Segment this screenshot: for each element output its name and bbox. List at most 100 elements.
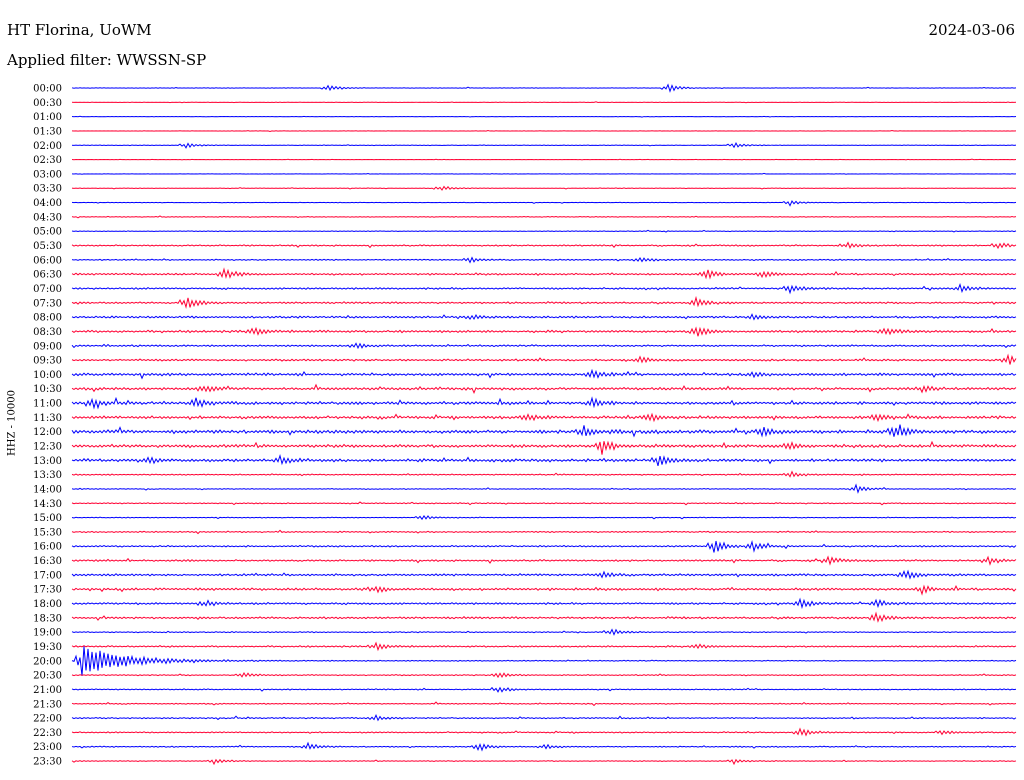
row-time-label: 00:00 bbox=[33, 84, 62, 95]
row-time-label: 05:30 bbox=[33, 241, 62, 252]
row-time-label: 17:00 bbox=[33, 570, 62, 581]
trace-line bbox=[71, 295, 1017, 310]
row-time-label: 23:00 bbox=[33, 742, 62, 753]
trace-line bbox=[71, 701, 1017, 707]
trace-line bbox=[71, 229, 1017, 233]
row-time-label: 22:30 bbox=[33, 728, 62, 739]
trace-line bbox=[71, 646, 1017, 676]
row-time-label: 13:00 bbox=[33, 456, 62, 467]
trace-line bbox=[71, 555, 1017, 566]
row-time-label: 06:00 bbox=[33, 255, 62, 266]
trace-line bbox=[71, 628, 1017, 636]
trace-line bbox=[71, 440, 1017, 455]
row-time-label: 17:30 bbox=[33, 585, 62, 596]
row-time-label: 01:30 bbox=[33, 126, 62, 137]
trace-line bbox=[71, 597, 1017, 610]
row-time-label: 21:00 bbox=[33, 685, 62, 696]
row-time-label: 01:00 bbox=[33, 112, 62, 123]
row-time-label: 19:00 bbox=[33, 628, 62, 639]
row-time-label: 16:30 bbox=[33, 556, 62, 567]
trace-line bbox=[71, 641, 1017, 652]
row-time-label: 04:00 bbox=[33, 198, 62, 209]
row-time-label: 06:30 bbox=[33, 270, 62, 281]
row-time-label: 20:30 bbox=[33, 671, 62, 682]
row-time-label: 15:30 bbox=[33, 527, 62, 538]
trace-line bbox=[71, 483, 1017, 494]
trace-line bbox=[71, 326, 1017, 337]
row-time-label: 10:30 bbox=[33, 384, 62, 395]
trace-line bbox=[71, 185, 1017, 191]
row-time-label: 12:00 bbox=[33, 427, 62, 438]
trace-line bbox=[71, 83, 1017, 93]
row-time-label: 14:30 bbox=[33, 499, 62, 510]
trace-line bbox=[71, 727, 1017, 737]
row-time-label: 07:30 bbox=[33, 298, 62, 309]
row-time-label: 00:30 bbox=[33, 98, 62, 109]
trace-line bbox=[71, 412, 1017, 423]
trace-line bbox=[71, 424, 1017, 438]
row-time-label: 09:30 bbox=[33, 356, 62, 367]
trace-line bbox=[71, 283, 1017, 295]
trace-line bbox=[71, 741, 1017, 752]
trace-line bbox=[71, 611, 1017, 623]
row-time-label: 20:00 bbox=[33, 656, 62, 667]
row-time-label: 12:30 bbox=[33, 442, 62, 453]
trace-line bbox=[71, 313, 1017, 321]
trace-line bbox=[71, 215, 1017, 219]
trace-line bbox=[71, 686, 1017, 693]
station-title: HT Florina, UoWM bbox=[7, 21, 152, 39]
trace-line bbox=[71, 539, 1017, 553]
trace-line bbox=[71, 241, 1017, 250]
filter-label: Applied filter: WWSSN-SP bbox=[7, 51, 207, 69]
trace-line bbox=[71, 353, 1017, 365]
trace-line bbox=[71, 142, 1017, 149]
trace-line bbox=[71, 129, 1017, 133]
trace-line bbox=[71, 671, 1017, 679]
trace-line bbox=[71, 200, 1017, 207]
trace-line bbox=[71, 514, 1017, 521]
row-time-label: 10:00 bbox=[33, 370, 62, 381]
row-time-label: 13:30 bbox=[33, 470, 62, 481]
trace-line bbox=[71, 569, 1017, 580]
row-time-label: 22:00 bbox=[33, 714, 62, 725]
trace-line bbox=[71, 172, 1017, 175]
row-time-label: 04:30 bbox=[33, 212, 62, 223]
row-time-label: 02:00 bbox=[33, 141, 62, 152]
trace-line bbox=[71, 470, 1017, 478]
row-time-label: 18:30 bbox=[33, 613, 62, 624]
row-time-label: 09:00 bbox=[33, 341, 62, 352]
row-time-label: 03:00 bbox=[33, 169, 62, 180]
trace-line bbox=[71, 101, 1017, 104]
trace-line bbox=[71, 529, 1017, 535]
row-time-label: 21:30 bbox=[33, 699, 62, 710]
date-label: 2024-03-06 bbox=[928, 21, 1015, 39]
trace-line bbox=[71, 115, 1017, 118]
row-time-label: 07:00 bbox=[33, 284, 62, 295]
row-time-label: 05:00 bbox=[33, 227, 62, 238]
row-time-label: 15:00 bbox=[33, 513, 62, 524]
row-time-label: 02:30 bbox=[33, 155, 62, 166]
trace-line bbox=[71, 267, 1017, 280]
row-time-label: 18:00 bbox=[33, 599, 62, 610]
trace-line bbox=[71, 256, 1017, 264]
row-time-label: 23:30 bbox=[33, 757, 62, 768]
trace-line bbox=[71, 713, 1017, 722]
trace-line bbox=[71, 342, 1017, 350]
trace-line bbox=[71, 453, 1017, 467]
row-time-label: 19:30 bbox=[33, 642, 62, 653]
trace-line bbox=[71, 396, 1017, 410]
trace-line bbox=[71, 158, 1017, 161]
trace-line bbox=[71, 368, 1017, 380]
row-time-label: 11:30 bbox=[33, 413, 62, 424]
row-time-label: 11:00 bbox=[33, 399, 62, 410]
row-time-label: 16:00 bbox=[33, 542, 62, 553]
trace-line bbox=[71, 383, 1017, 394]
row-time-label: 08:00 bbox=[33, 313, 62, 324]
trace-line bbox=[71, 584, 1017, 596]
trace-line bbox=[71, 501, 1017, 506]
row-time-label: 14:00 bbox=[33, 484, 62, 495]
row-time-label: 03:30 bbox=[33, 184, 62, 195]
trace-line bbox=[71, 758, 1017, 766]
row-time-label: 08:30 bbox=[33, 327, 62, 338]
